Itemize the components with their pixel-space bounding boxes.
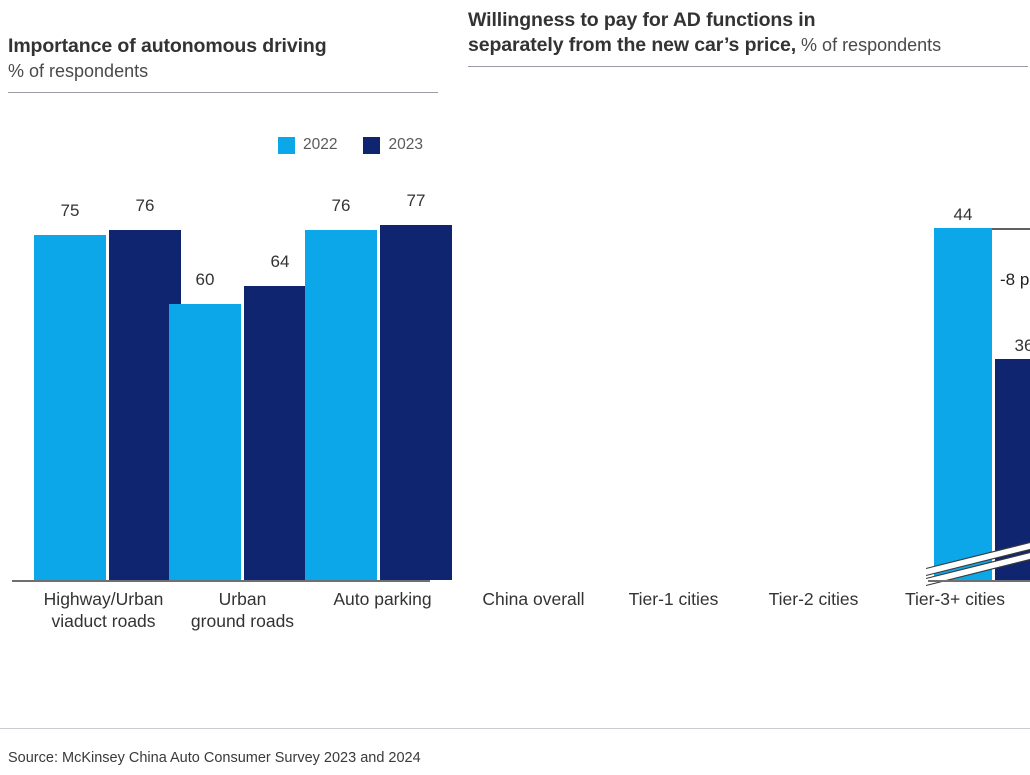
legend-swatch-2023: [363, 136, 381, 154]
left-title-regular: % of respondents: [8, 61, 149, 81]
legend-label-2023: 2023: [388, 136, 423, 153]
left-chart-panel: Importance of autonomous driving % of re…: [0, 0, 455, 775]
left-title-block: Importance of autonomous driving % of re…: [8, 34, 447, 93]
legend-item-2023: 2023: [363, 136, 423, 154]
left-legend: 2022 2023: [278, 136, 423, 154]
category-label-urban-ground-roads: Urban ground roads: [155, 588, 330, 632]
value-label-left-g0-2022: 75: [60, 201, 80, 220]
right-x-axis: [928, 580, 1030, 582]
right-title-block: Willingness to pay for AD functions in s…: [468, 8, 1028, 67]
right-title-bold-line2: separately from the new car’s price,: [468, 34, 797, 56]
category-label-tier-1-cities: Tier-1 cities: [628, 589, 719, 609]
category-line-1: Urban: [218, 589, 267, 609]
right-chart-title: Willingness to pay for AD functions in s…: [468, 8, 1022, 58]
right-plot-area: 44 36 -8 pp 42 28 -14 pp 45 44 -1 pp 46 …: [920, 170, 1030, 587]
legend-label-2022: 2022: [303, 136, 338, 153]
right-chart-panel: Willingness to pay for AD functions in s…: [460, 0, 1030, 775]
bar-left-g1-2023: [244, 286, 316, 580]
category-label-auto-parking: Auto parking: [295, 588, 470, 610]
legend-item-2022: 2022: [278, 136, 337, 154]
right-title-divider: [468, 66, 1028, 67]
value-label-left-g1-2022: 60: [195, 270, 215, 289]
category-line-1: Auto parking: [333, 589, 432, 609]
category-line-2: ground roads: [190, 611, 295, 631]
source-note: Source: McKinsey China Auto Consumer Sur…: [8, 750, 421, 766]
bar-left-g2-2022: [305, 230, 377, 580]
value-label-left-g0-2023: 76: [135, 196, 155, 215]
bar-right-g0-2022: [934, 228, 992, 580]
value-label-right-g0-2022: 44: [953, 205, 973, 224]
legend-swatch-2022: [278, 136, 295, 154]
right-title-regular: % of respondents: [796, 35, 942, 55]
category-line-2: viaduct roads: [51, 611, 156, 631]
right-title-bold-line1: Willingness to pay for AD functions in: [468, 9, 816, 31]
value-label-right-g0-2023: 36: [1014, 336, 1030, 355]
left-plot-area: 75 76 60 64 76 77: [0, 170, 455, 585]
bar-left-g2-2023: [380, 225, 452, 580]
category-label-highway-urban-viaduct-roads: Highway/Urban viaduct roads: [16, 588, 191, 632]
value-label-left-g2-2022: 76: [331, 196, 351, 215]
bar-right-g0-2023: [995, 359, 1030, 580]
annotation-tick-g0: [992, 228, 1030, 230]
category-line-1: Highway/Urban: [43, 589, 164, 609]
bar-left-g0-2022: [34, 235, 106, 580]
axis-break-marks: [925, 541, 1030, 587]
value-label-left-g2-2023: 77: [406, 191, 426, 210]
category-label-china-overall: China overall: [482, 589, 585, 609]
left-chart-title: Importance of autonomous driving % of re…: [8, 34, 447, 84]
category-label-tier-3-plus-cities: Tier-3+ cities: [904, 589, 1005, 609]
footer-divider: [0, 728, 1030, 729]
annotation-label-g0: -8 pp: [996, 269, 1030, 291]
left-x-axis: [12, 580, 430, 582]
category-label-tier-2-cities: Tier-2 cities: [768, 589, 859, 609]
left-title-divider: [8, 92, 438, 93]
value-label-left-g1-2023: 64: [270, 252, 290, 271]
bar-left-g1-2022: [169, 304, 241, 580]
left-title-bold: Importance of autonomous driving: [8, 35, 327, 57]
